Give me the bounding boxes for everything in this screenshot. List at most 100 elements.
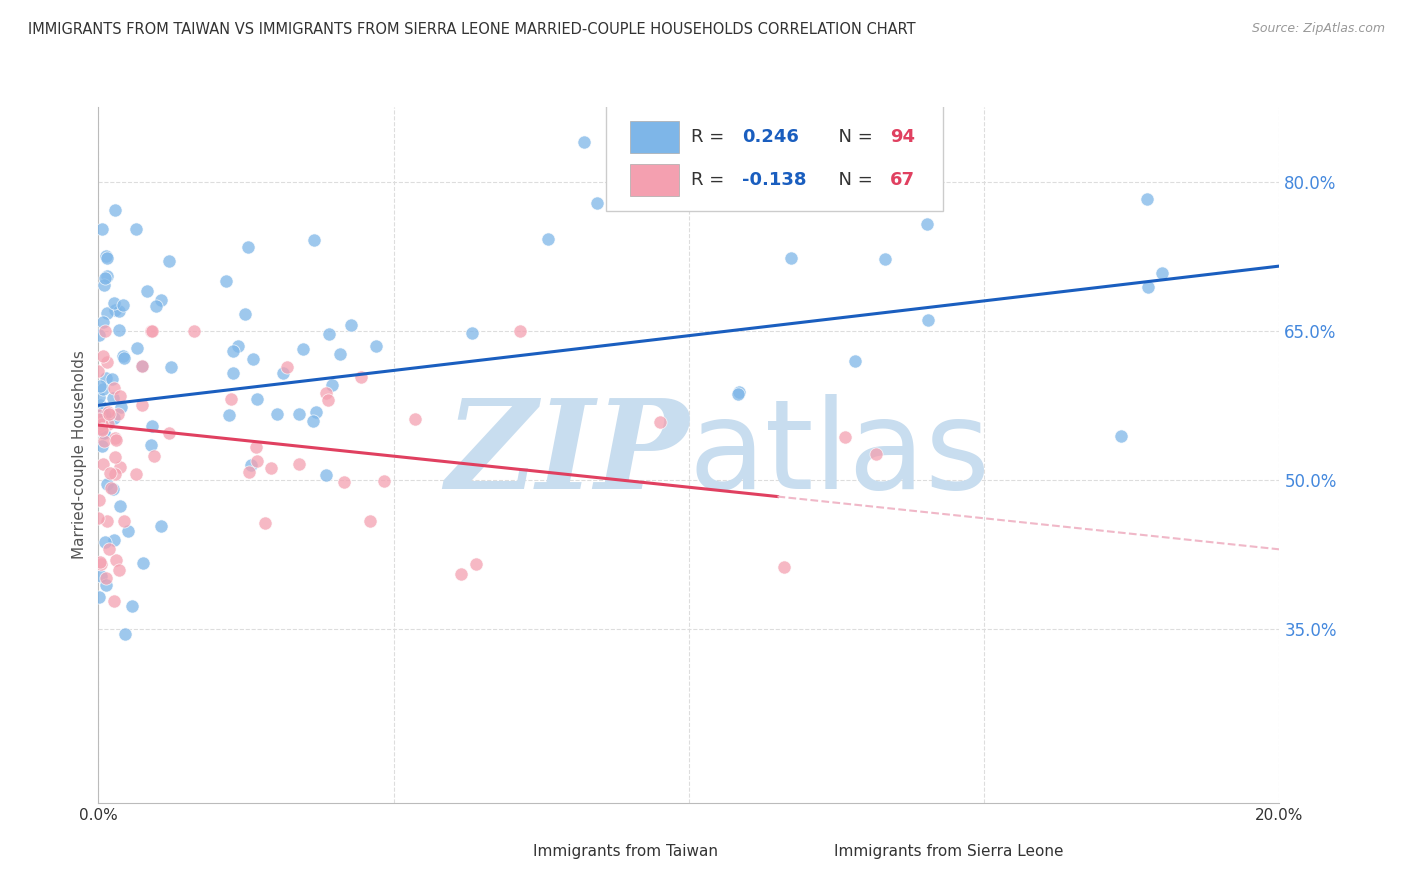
Point bbox=[461, 326, 484, 340]
Point bbox=[91, 382, 114, 396]
Point bbox=[131, 398, 153, 412]
Point bbox=[780, 251, 803, 265]
Point bbox=[91, 349, 114, 363]
Point bbox=[238, 465, 260, 479]
Point bbox=[124, 467, 146, 481]
Point bbox=[340, 318, 363, 332]
Point bbox=[157, 426, 180, 441]
Point bbox=[112, 351, 135, 365]
Point bbox=[1136, 192, 1159, 206]
Point bbox=[302, 414, 325, 428]
Point bbox=[89, 399, 111, 413]
Point bbox=[183, 324, 205, 338]
Point bbox=[110, 400, 132, 414]
Point bbox=[572, 135, 595, 149]
Point bbox=[246, 454, 269, 468]
Point bbox=[537, 232, 560, 246]
Point bbox=[93, 324, 115, 338]
Point bbox=[141, 324, 163, 338]
Point bbox=[145, 299, 167, 313]
Point bbox=[727, 387, 749, 401]
Point bbox=[1109, 428, 1132, 442]
Point bbox=[112, 514, 135, 528]
Point bbox=[103, 533, 125, 547]
Point bbox=[139, 438, 162, 452]
Point bbox=[465, 557, 488, 571]
Point bbox=[150, 293, 173, 308]
Point bbox=[117, 524, 139, 538]
Point bbox=[450, 566, 472, 581]
Point bbox=[112, 349, 135, 363]
Point bbox=[90, 569, 112, 583]
Point bbox=[90, 417, 112, 431]
Point bbox=[98, 407, 121, 421]
Point bbox=[648, 415, 671, 429]
Point bbox=[135, 284, 157, 298]
Point bbox=[915, 217, 938, 231]
Text: 67: 67 bbox=[890, 171, 915, 189]
Point bbox=[141, 324, 163, 338]
Text: 94: 94 bbox=[890, 128, 915, 146]
Point bbox=[586, 196, 609, 211]
Point bbox=[87, 390, 110, 404]
Point bbox=[96, 570, 118, 584]
Point bbox=[131, 359, 153, 374]
Point bbox=[107, 303, 129, 318]
Point bbox=[94, 578, 117, 592]
Point bbox=[404, 412, 426, 426]
Point bbox=[222, 367, 245, 381]
Point bbox=[105, 553, 128, 567]
Text: R =: R = bbox=[692, 128, 730, 146]
Point bbox=[93, 426, 115, 441]
Point bbox=[288, 458, 311, 472]
Point bbox=[103, 381, 125, 395]
Point bbox=[101, 372, 124, 386]
Point bbox=[87, 510, 110, 524]
Point bbox=[316, 393, 339, 408]
Point bbox=[90, 557, 112, 571]
Point bbox=[328, 347, 350, 361]
Point bbox=[103, 411, 125, 425]
Text: -0.138: -0.138 bbox=[742, 171, 807, 189]
Point bbox=[103, 296, 125, 310]
Point bbox=[844, 354, 866, 368]
Point bbox=[108, 323, 131, 337]
Point bbox=[219, 392, 242, 406]
Point bbox=[315, 386, 337, 401]
Point bbox=[107, 408, 129, 422]
Point bbox=[302, 234, 325, 248]
FancyBboxPatch shape bbox=[787, 838, 830, 865]
Point bbox=[242, 352, 264, 367]
Point bbox=[315, 467, 337, 482]
Point bbox=[114, 626, 136, 640]
Point bbox=[218, 409, 240, 423]
Text: R =: R = bbox=[692, 171, 730, 189]
FancyBboxPatch shape bbox=[630, 121, 679, 153]
Point bbox=[97, 404, 120, 418]
Point bbox=[91, 422, 114, 436]
Point bbox=[321, 377, 343, 392]
Text: Source: ZipAtlas.com: Source: ZipAtlas.com bbox=[1251, 22, 1385, 36]
Point bbox=[121, 599, 143, 614]
Point bbox=[125, 222, 148, 236]
Point bbox=[107, 563, 129, 577]
Y-axis label: Married-couple Households: Married-couple Households bbox=[72, 351, 87, 559]
Point bbox=[93, 277, 115, 292]
Point bbox=[93, 434, 115, 448]
Point bbox=[87, 412, 110, 426]
Point bbox=[834, 430, 856, 444]
Point bbox=[266, 407, 288, 421]
Point bbox=[90, 423, 112, 437]
Point bbox=[141, 418, 163, 433]
Point bbox=[98, 467, 121, 481]
Point bbox=[112, 298, 135, 312]
Point bbox=[131, 359, 153, 373]
Point bbox=[350, 370, 373, 384]
Point bbox=[246, 392, 269, 406]
Point bbox=[89, 555, 111, 569]
Point bbox=[773, 560, 796, 574]
Text: Immigrants from Taiwan: Immigrants from Taiwan bbox=[533, 844, 718, 859]
Point bbox=[108, 500, 131, 514]
Point bbox=[142, 449, 165, 463]
Point bbox=[93, 426, 115, 441]
